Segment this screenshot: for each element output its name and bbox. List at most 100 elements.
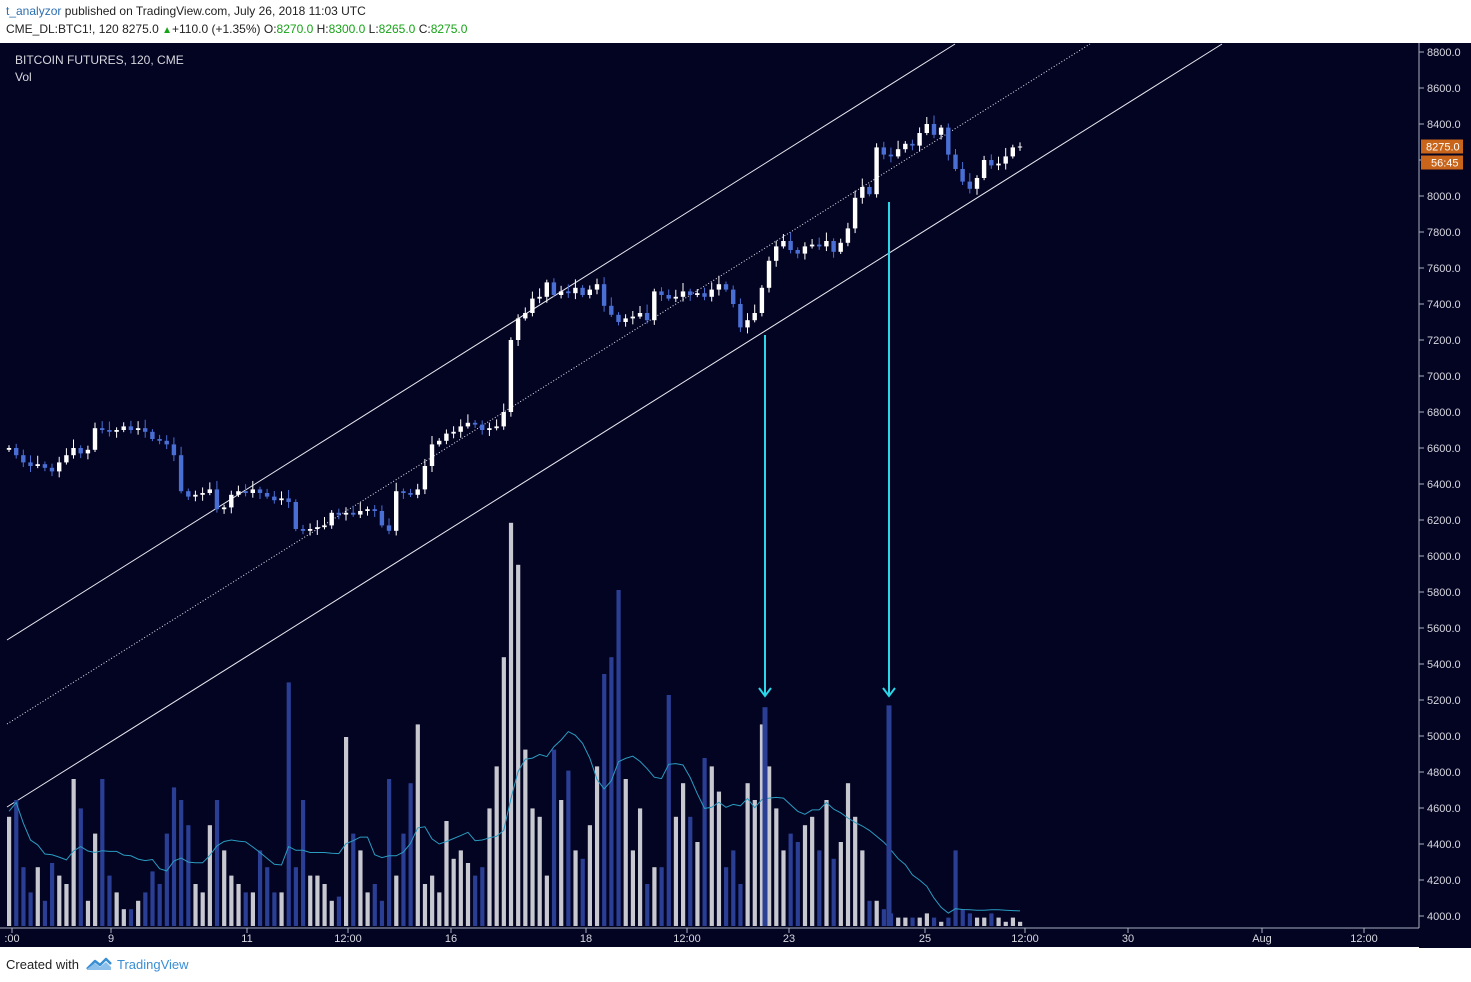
tradingview-brand[interactable]: TradingView — [117, 957, 189, 972]
candle-body — [307, 529, 313, 531]
volume-bar — [702, 758, 707, 926]
candle-body — [336, 512, 341, 515]
volume-bar — [78, 808, 83, 926]
candle-body — [860, 187, 865, 198]
candle-body — [616, 314, 621, 322]
symbol-legend: CME_DL:BTC1!, 120 8275.0 ▲+110.0 (+1.35%… — [6, 22, 467, 36]
candle-body — [49, 467, 55, 472]
volume-bar — [444, 821, 449, 926]
volume-bar — [501, 657, 506, 926]
price-tick-label: 6400.0 — [1427, 479, 1461, 491]
symbol-name: CME_DL:BTC1!, 120 — [6, 22, 119, 36]
candle-body — [272, 496, 277, 501]
candle-body — [243, 491, 248, 493]
candle-body — [515, 318, 521, 340]
candle-body — [437, 440, 442, 445]
volume-bar — [659, 867, 664, 926]
candle-body — [501, 412, 506, 427]
volume-bar — [602, 674, 607, 926]
candle-body — [408, 493, 413, 495]
time-tick-label: 12:00 — [1011, 933, 1039, 945]
volume-bar — [387, 779, 392, 926]
volume-bar — [939, 921, 944, 926]
candle-body — [386, 525, 392, 531]
volume-bar — [430, 875, 435, 926]
volume-bar — [609, 657, 614, 926]
candle-body — [759, 287, 765, 313]
volume-bar — [300, 800, 306, 926]
volume-bar — [774, 808, 779, 926]
candle-body — [989, 160, 994, 166]
candle-body — [981, 160, 987, 178]
volume-bar — [480, 867, 485, 926]
candle-body — [186, 491, 191, 497]
price-axis[interactable] — [1419, 43, 1471, 948]
chart-title: BITCOIN FUTURES, 120, CME — [15, 53, 184, 67]
candle-body — [824, 241, 829, 247]
author-link[interactable]: t_analyzor — [6, 4, 62, 18]
volume-bar — [630, 850, 636, 926]
volume-bar — [946, 917, 951, 926]
volume-bar — [415, 724, 420, 926]
low-label: L: — [368, 22, 379, 36]
candle-body — [444, 433, 449, 441]
volume-bar — [817, 850, 822, 926]
volume-bar — [989, 913, 994, 926]
candle-body — [953, 154, 958, 169]
candle-body — [293, 502, 298, 529]
candle-body — [200, 493, 205, 495]
volume-bar — [358, 850, 363, 926]
candle-body — [365, 509, 370, 511]
last-price: 8275.0 — [122, 22, 159, 36]
volume-bar — [200, 892, 205, 926]
created-with-text: Created with — [6, 957, 79, 972]
channel-mid-line[interactable] — [6, 43, 1091, 725]
volume-bar — [953, 850, 958, 926]
price-tick-label: 4800.0 — [1427, 767, 1461, 779]
channel-upper-line[interactable] — [6, 43, 956, 641]
volume-bar — [652, 867, 657, 926]
volume-bar — [322, 884, 327, 926]
volume-bar — [487, 808, 492, 926]
volume-bar — [580, 858, 585, 926]
candle-body — [974, 178, 980, 189]
volume-bar — [171, 787, 177, 926]
volume-bar — [523, 749, 528, 926]
candlestick-chart[interactable]: 8800.08600.08400.08200.08000.07800.07600… — [0, 0, 1471, 948]
volume-bar — [236, 884, 241, 926]
price-tick-label: 4400.0 — [1427, 839, 1461, 851]
candle-body — [967, 181, 972, 189]
volume-bar — [594, 766, 600, 926]
candle-body — [688, 291, 693, 295]
volume-bar — [35, 867, 40, 926]
volume-bar — [14, 800, 19, 926]
volume-bar — [860, 850, 865, 926]
volume-bar — [666, 695, 671, 926]
volume-bar — [537, 816, 542, 926]
volume-bar — [731, 850, 736, 926]
up-arrow-icon: ▲ — [162, 25, 173, 36]
volume-bar — [587, 825, 592, 926]
price-tick-label: 5400.0 — [1427, 659, 1461, 671]
volume-bar — [193, 884, 198, 926]
candle-body — [774, 246, 779, 261]
volume-bar — [150, 871, 155, 926]
candle-body — [358, 511, 363, 515]
candle-body — [236, 491, 241, 495]
volume-bar — [623, 779, 628, 926]
candle-body — [1003, 156, 1008, 164]
volume-bar — [21, 867, 26, 926]
channel-lower-line[interactable] — [6, 43, 1223, 808]
candle-body — [809, 244, 815, 247]
published-text: published on TradingView.com, July 26, 2… — [64, 4, 366, 18]
time-tick-label: :00 — [4, 933, 19, 945]
price-tick-label: 4600.0 — [1427, 803, 1461, 815]
volume-arrow-1-head — [758, 687, 772, 698]
volume-bar — [781, 850, 786, 926]
volume-bar — [530, 808, 535, 926]
candle-body — [508, 340, 514, 412]
countdown-tag — [1421, 155, 1463, 170]
volume-bar — [831, 858, 836, 926]
volume-bar — [50, 863, 55, 926]
candle-body — [623, 318, 628, 322]
